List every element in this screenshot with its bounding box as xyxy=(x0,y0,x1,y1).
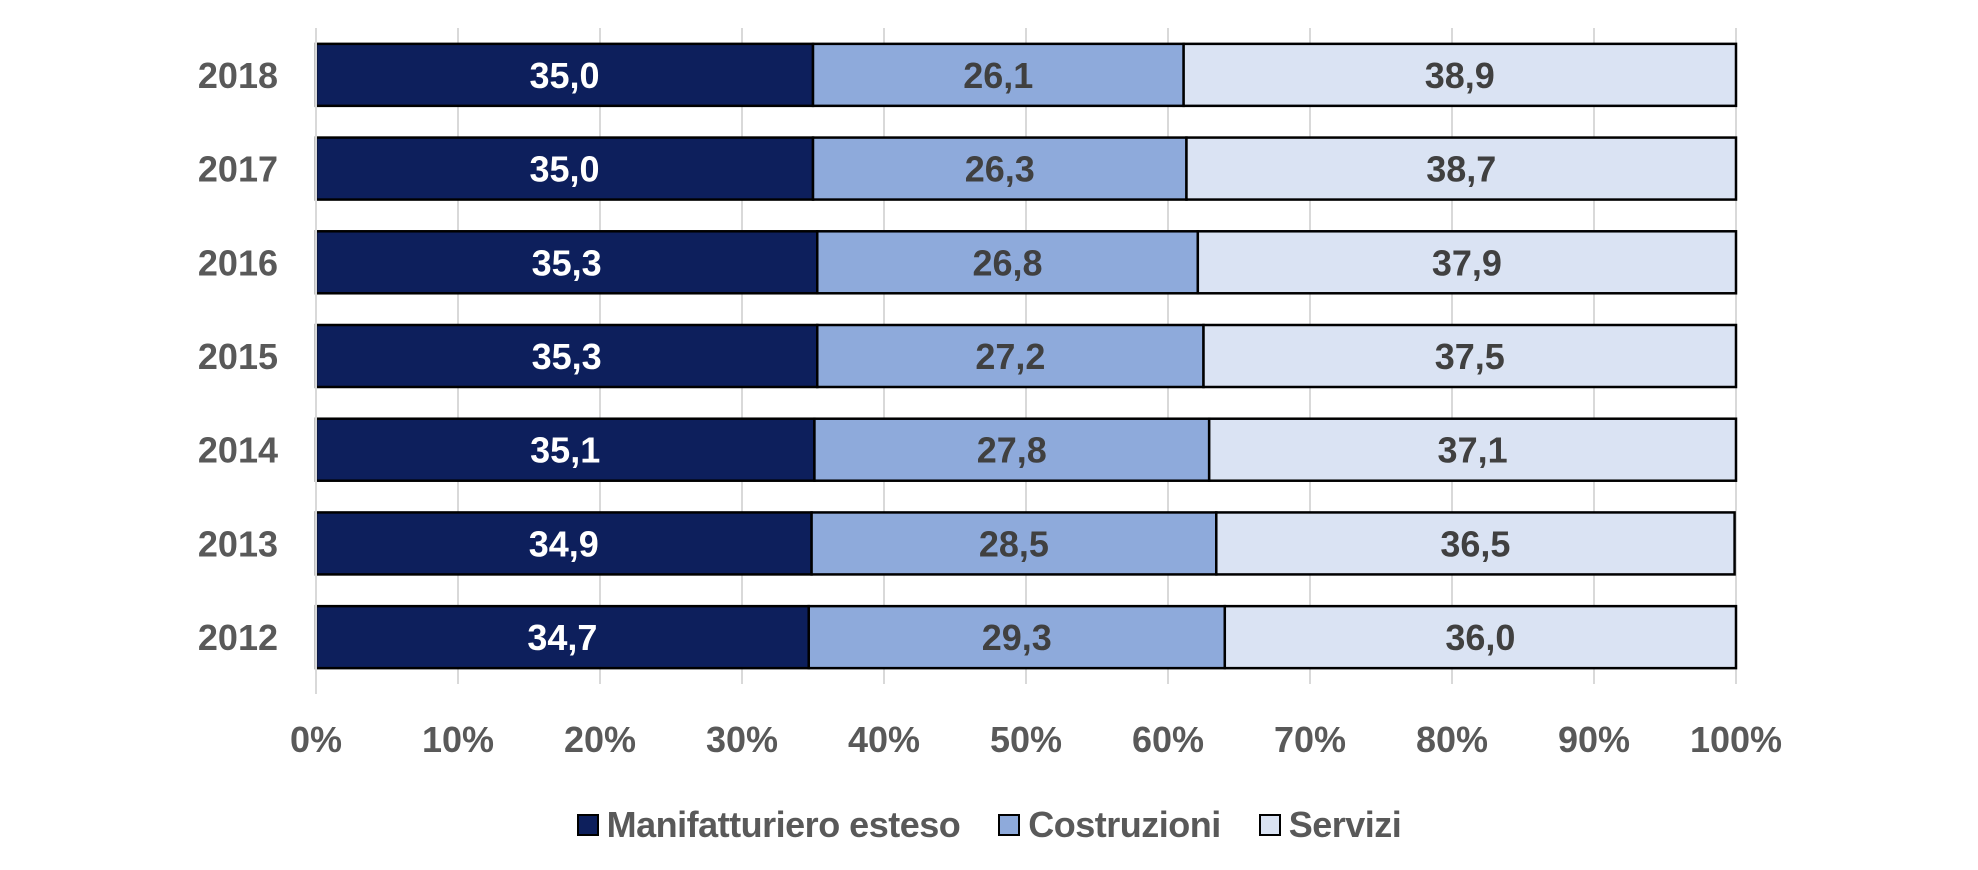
y-tick-label: 2017 xyxy=(198,149,278,190)
x-tick-label: 90% xyxy=(1558,719,1630,760)
legend-label: Costruzioni xyxy=(1028,804,1221,845)
legend-swatch xyxy=(998,814,1021,836)
x-tick-label: 70% xyxy=(1274,719,1346,760)
bar-segment xyxy=(314,604,810,670)
bar-segment xyxy=(1202,323,1738,389)
legend-item-manifatturiero: Manifatturiero esteso xyxy=(576,804,961,846)
x-tick-label: 10% xyxy=(422,719,494,760)
bar-segment xyxy=(807,604,1227,670)
y-tick-label: 2013 xyxy=(198,523,278,564)
data-label: 26,1 xyxy=(963,55,1033,96)
legend-label: Servizi xyxy=(1288,804,1402,845)
y-tick-label: 2015 xyxy=(198,336,278,377)
legend-swatch xyxy=(576,814,599,836)
x-tick-label: 80% xyxy=(1416,719,1488,760)
data-label: 35,1 xyxy=(530,430,600,471)
x-tick-label: 40% xyxy=(848,719,920,760)
data-label: 35,3 xyxy=(532,242,602,283)
data-label: 28,5 xyxy=(979,523,1049,564)
x-tick-label: 100% xyxy=(1690,719,1782,760)
x-tick-label: 50% xyxy=(990,719,1062,760)
legend-swatch xyxy=(1258,814,1281,836)
legend: Manifatturiero esteso Costruzioni Serviz… xyxy=(0,800,1978,850)
bar-segment xyxy=(314,42,815,108)
bar-segment xyxy=(1223,604,1738,670)
bar-segment xyxy=(1185,136,1738,201)
x-tick-label: 30% xyxy=(706,719,778,760)
data-label: 27,8 xyxy=(977,430,1047,471)
data-label: 37,9 xyxy=(1432,242,1502,283)
data-label: 36,5 xyxy=(1440,523,1510,564)
y-tick-label: 2016 xyxy=(198,242,278,283)
bar-segment xyxy=(811,136,1188,201)
stacked-bar-chart: 35,0 26,1 38,9 2018 35,0 26,3 38,7 2017 35,3 26,8… xyxy=(198,28,1782,760)
x-tick-label: 60% xyxy=(1132,719,1204,760)
data-label: 26,3 xyxy=(965,149,1035,190)
bar-segment xyxy=(816,323,1205,389)
data-label: 34,9 xyxy=(529,523,599,564)
data-label: 29,3 xyxy=(982,617,1052,658)
bar-segment xyxy=(1215,511,1736,576)
bar-segment xyxy=(1207,417,1738,482)
bar-segment xyxy=(314,323,819,389)
y-tick-label: 2014 xyxy=(198,430,278,471)
y-tick-label: 2012 xyxy=(198,617,278,658)
data-label: 37,1 xyxy=(1438,430,1508,471)
bar-segment xyxy=(314,136,815,201)
data-label: 37,5 xyxy=(1435,336,1505,377)
bar-segment xyxy=(811,42,1185,108)
legend-item-servizi: Servizi xyxy=(1258,804,1402,846)
bar-segment xyxy=(1196,230,1738,295)
x-tick-label: 20% xyxy=(564,719,636,760)
data-label: 26,8 xyxy=(973,242,1043,283)
bar-segment xyxy=(314,417,816,482)
data-label: 34,7 xyxy=(527,617,597,658)
bar-segment xyxy=(314,230,819,295)
x-tick-label: 0% xyxy=(290,719,342,760)
y-tick-label: 2018 xyxy=(198,55,278,96)
data-label: 38,9 xyxy=(1425,55,1495,96)
data-label: 35,3 xyxy=(532,336,602,377)
bar-segment xyxy=(1182,42,1738,108)
data-label: 36,0 xyxy=(1445,617,1515,658)
legend-item-costruzioni: Costruzioni xyxy=(998,804,1221,846)
bar-segment xyxy=(314,511,813,576)
data-label: 35,0 xyxy=(529,149,599,190)
data-label: 35,0 xyxy=(529,55,599,96)
legend-label: Manifatturiero esteso xyxy=(606,804,961,845)
data-label: 27,2 xyxy=(975,336,1045,377)
data-label: 38,7 xyxy=(1426,149,1496,190)
bar-segment xyxy=(813,417,1211,482)
bar-segment xyxy=(810,511,1218,576)
